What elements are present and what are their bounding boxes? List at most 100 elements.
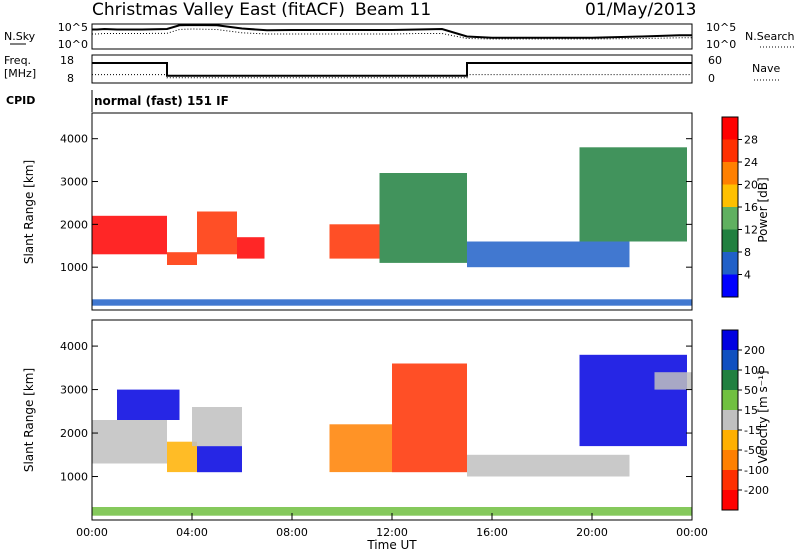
series-nsearch-line: [92, 28, 692, 40]
nsky-tick-top: 10^5: [58, 21, 88, 34]
velocity-ytick-label: 3000: [60, 384, 88, 397]
power-echo-region: [197, 211, 237, 255]
power-echo-region: [579, 147, 687, 242]
time-tick-label: 20:00: [576, 526, 608, 539]
nave-tick-bottom: 0: [708, 72, 715, 85]
power-colorbar-swatch: [722, 117, 738, 140]
frequency-line: [92, 62, 692, 77]
power-colorbar-label: Power [dB]: [756, 177, 770, 242]
nsky-panel: N.Sky 10^5 10^0 10^5 10^0 N.Search: [4, 21, 796, 51]
velocity-ylabel: Slant Range [km]: [22, 368, 36, 472]
velocity-colorbar-swatch: [722, 370, 738, 390]
power-panel: Slant Range [km] 1000 2000 3000 4000 4 8 12 16…: [22, 112, 770, 311]
velocity-echo-region: [467, 454, 630, 477]
velocity-colorbar-label: Velocity [m s⁻¹]: [756, 370, 770, 463]
velocity-panel: Slant Range [km] 1000 2000 3000 4000 00:00 0…: [22, 319, 770, 552]
velocity-echo-region: [579, 354, 687, 447]
freq-tick-top: 18: [60, 54, 74, 67]
velocity-echo-region: [167, 441, 197, 473]
time-axis-label: Time UT: [366, 538, 417, 552]
velocity-ytick-label: 2000: [60, 427, 88, 440]
power-colorbar-swatch: [722, 252, 738, 275]
velocity-colorbar-swatch: [722, 430, 738, 450]
velocity-colorbar-swatch: [722, 350, 738, 370]
power-echo-region: [237, 237, 265, 259]
nsearch-label: N.Search: [745, 30, 795, 43]
power-colorbar-swatch: [722, 139, 738, 162]
velocity-colorbar-tick-label: -15: [744, 424, 762, 437]
power-echo-region: [379, 173, 467, 263]
nsky-label: N.Sky: [4, 30, 36, 43]
velocity-echo-region: [392, 363, 467, 473]
velocity-echo-region: [192, 407, 242, 447]
velocity-colorbar-tick-label: -200: [744, 484, 769, 497]
power-colorbar-tick-label: 28: [744, 134, 758, 147]
power-colorbar-swatch: [722, 162, 738, 185]
power-colorbar-tick-label: 4: [744, 269, 751, 282]
power-colorbar-tick-label: 16: [744, 201, 758, 214]
velocity-echo-region: [92, 420, 167, 464]
velocity-colorbar-swatch: [722, 410, 738, 430]
velocity-colorbar-tick-label: 200: [744, 344, 765, 357]
series-nsky-line: [92, 23, 692, 39]
power-echo-region: [329, 224, 380, 259]
time-tick-label: 00:00: [676, 526, 708, 539]
cpid-value: normal (fast) 151 IF: [94, 94, 229, 108]
cpid-label: CPID: [6, 94, 35, 107]
power-ytick-label: 3000: [60, 176, 88, 189]
freq-label: Freq.: [4, 54, 31, 67]
velocity-colorbar-swatch: [722, 450, 738, 470]
nsearch-tick-top: 10^5: [706, 21, 736, 34]
power-echo-region: [92, 215, 167, 255]
power-ytick-label: 1000: [60, 261, 88, 274]
velocity-colorbar-tick-label: -50: [744, 444, 762, 457]
time-tick-label: 16:00: [476, 526, 508, 539]
velocity-colorbar-tick-label: 100: [744, 364, 765, 377]
power-colorbar-swatch: [722, 184, 738, 207]
power-ylabel: Slant Range [km]: [22, 160, 36, 264]
velocity-colorbar-tick-label: -100: [744, 464, 769, 477]
freq-unit: [MHz]: [4, 67, 36, 80]
velocity-colorbar-swatch: [722, 490, 738, 510]
velocity-echo-region: [117, 389, 180, 420]
nave-line: [92, 74, 692, 79]
freq-panel: Freq. [MHz] 18 8 60 0 Nave: [4, 54, 780, 85]
velocity-echo-region: [654, 372, 692, 390]
velocity-ytick-label: 4000: [60, 340, 88, 353]
time-tick-label: 08:00: [276, 526, 308, 539]
power-colorbar-tick-label: 24: [744, 156, 758, 169]
velocity-ytick-label: 1000: [60, 471, 88, 484]
time-tick-label: 12:00: [376, 526, 408, 539]
freq-tick-bottom: 8: [67, 72, 74, 85]
nsearch-tick-bottom: 10^0: [706, 38, 736, 51]
power-colorbar-tick-label: 12: [744, 224, 758, 237]
velocity-echo-region: [92, 507, 692, 516]
nave-tick-top: 60: [708, 54, 722, 67]
plot-title: Christmas Valley East (fitACF): [92, 0, 345, 20]
velocity-colorbar-swatch: [722, 390, 738, 410]
power-ytick-label: 4000: [60, 133, 88, 146]
date-label: 01/May/2013: [585, 0, 697, 20]
power-echo-region: [167, 252, 197, 265]
power-colorbar-swatch: [722, 207, 738, 230]
power-colorbar-swatch: [722, 274, 738, 297]
velocity-colorbar-tick-label: 15: [744, 404, 758, 417]
time-tick-label: 04:00: [176, 526, 208, 539]
power-echo-region: [92, 299, 692, 306]
power-ytick-label: 2000: [60, 218, 88, 231]
nsky-tick-bottom: 10^0: [58, 38, 88, 51]
velocity-echo-region: [329, 424, 392, 473]
velocity-colorbar-swatch: [722, 470, 738, 490]
velocity-colorbar-swatch: [722, 330, 738, 350]
power-echo-region: [467, 241, 630, 268]
time-tick-label: 00:00: [76, 526, 108, 539]
velocity-colorbar-frame: [721, 329, 739, 511]
power-colorbar-swatch: [722, 229, 738, 252]
velocity-echo-region: [197, 446, 242, 473]
power-colorbar-tick-label: 20: [744, 179, 758, 192]
nave-label: Nave: [752, 62, 780, 75]
velocity-colorbar-tick-label: 50: [744, 384, 758, 397]
beam-label: Beam 11: [355, 0, 431, 20]
power-colorbar-tick-label: 8: [744, 246, 751, 259]
